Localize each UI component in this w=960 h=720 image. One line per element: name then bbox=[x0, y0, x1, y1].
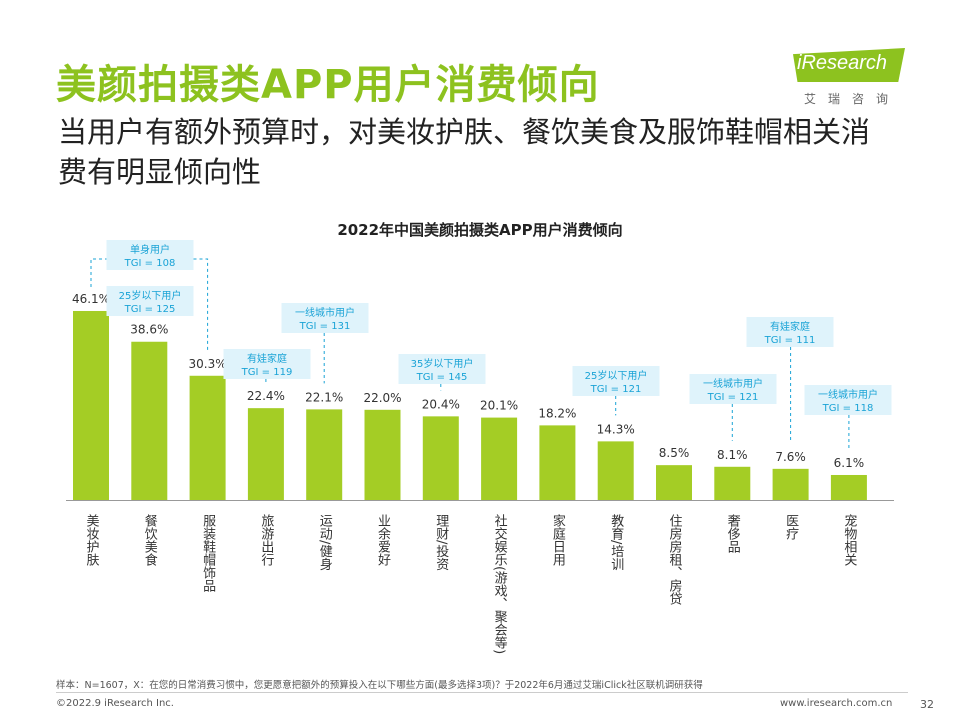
data-label: 20.4% bbox=[422, 397, 460, 411]
callout-segment: 有娃家庭 bbox=[247, 352, 287, 365]
callout-bracket bbox=[90, 258, 209, 352]
category-label: 美妆护肤 bbox=[84, 514, 100, 566]
category-label: 理财/投资 bbox=[433, 514, 449, 571]
bar bbox=[830, 474, 867, 500]
bar bbox=[481, 417, 518, 500]
data-label: 8.5% bbox=[659, 446, 690, 460]
bar bbox=[189, 375, 226, 500]
callout-segment: 有娃家庭 bbox=[770, 320, 810, 333]
callout-segment: 一线城市用户 bbox=[818, 388, 878, 401]
callout-tgi: TGI = 119 bbox=[241, 367, 293, 378]
callout-box bbox=[106, 240, 194, 270]
data-label: 46.1% bbox=[72, 292, 110, 306]
logo-text: iResearch bbox=[797, 52, 888, 74]
callout-segment: 单身用户 bbox=[130, 243, 170, 256]
callout-segment: 一线城市用户 bbox=[703, 377, 763, 390]
callout-tgi: TGI = 131 bbox=[299, 321, 351, 332]
category-label: 业余爱好 bbox=[375, 514, 391, 566]
bar bbox=[306, 409, 343, 500]
data-label: 20.1% bbox=[480, 399, 518, 413]
page-title: 美颜拍摄类APP用户消费倾向 bbox=[56, 62, 600, 108]
footer-divider bbox=[56, 692, 908, 693]
callout-tgi: TGI = 118 bbox=[822, 403, 874, 414]
category-label: 服装鞋帽饰品 bbox=[200, 514, 216, 592]
bar bbox=[772, 468, 809, 500]
category-label: 宠物相关 bbox=[841, 513, 857, 566]
category-label: 医疗 bbox=[783, 514, 799, 540]
data-label: 22.4% bbox=[247, 389, 285, 403]
bar bbox=[131, 341, 168, 500]
logo-mark bbox=[793, 48, 905, 82]
callout-box bbox=[281, 303, 369, 333]
callout-box bbox=[572, 366, 660, 396]
website-link[interactable]: www.iresearch.com.cn bbox=[780, 698, 893, 709]
copyright: ©2022.9 iResearch Inc. bbox=[56, 698, 174, 709]
callout-segment: 25岁以下用户 bbox=[585, 369, 648, 382]
data-label: 18.2% bbox=[538, 406, 576, 420]
callout-box bbox=[223, 349, 311, 379]
category-label: 家庭日用 bbox=[550, 513, 566, 567]
bar bbox=[364, 409, 401, 500]
category-label: 社交娱乐(游戏、聚会等) bbox=[492, 513, 508, 654]
callout-tgi: TGI = 108 bbox=[124, 258, 176, 269]
data-label: 22.0% bbox=[363, 391, 401, 405]
category-label: 旅游出行 bbox=[258, 514, 274, 567]
page-subtitle: 当用户有额外预算时，对美妆护肤、餐饮美食及服饰鞋帽相关消费有明显倾向性 bbox=[58, 115, 871, 189]
logo-subtitle: 艾瑞咨询 bbox=[803, 92, 900, 106]
bar bbox=[597, 441, 634, 500]
data-label: 8.1% bbox=[717, 448, 748, 462]
callout-tgi: TGI = 111 bbox=[764, 335, 816, 346]
data-label: 38.6% bbox=[130, 323, 168, 337]
sample-note: 样本：N=1607，X：在您的日常消费习惯中，您更愿意把额外的预算投入在以下哪些… bbox=[56, 680, 703, 691]
callout-tgi: TGI = 125 bbox=[124, 304, 176, 315]
callout-box bbox=[746, 317, 834, 347]
data-label: 30.3% bbox=[189, 357, 227, 371]
category-label: 奢侈品 bbox=[725, 514, 741, 553]
callout-tgi: TGI = 121 bbox=[707, 392, 759, 403]
callout-tgi: TGI = 121 bbox=[590, 384, 642, 395]
data-label: 7.6% bbox=[775, 450, 806, 464]
category-label: 餐饮美食 bbox=[142, 513, 158, 566]
callout-segment: 25岁以下用户 bbox=[119, 289, 182, 302]
category-label: 运动/健身 bbox=[317, 514, 333, 572]
bar bbox=[247, 408, 284, 500]
bar-chart: 46.1% 美妆护肤 38.6% 餐饮美食 30.3% 服装鞋帽饰品 22.4% 旅游出行 22… bbox=[66, 240, 894, 654]
data-label: 14.3% bbox=[597, 422, 635, 436]
data-label: 6.1% bbox=[834, 456, 865, 470]
callout-box bbox=[804, 385, 892, 415]
bar bbox=[539, 425, 576, 500]
bar bbox=[656, 465, 692, 500]
category-label: 教育/培训 bbox=[608, 513, 624, 570]
bar bbox=[422, 416, 459, 500]
iresearch-logo: iResearch 艾瑞咨询 bbox=[793, 48, 911, 110]
callout-box bbox=[106, 286, 194, 316]
data-label: 22.1% bbox=[305, 390, 343, 404]
callout-segment: 一线城市用户 bbox=[295, 306, 355, 319]
callout-box bbox=[689, 374, 777, 404]
page-number: 32 bbox=[920, 698, 934, 711]
bar bbox=[73, 310, 109, 500]
callout-tgi: TGI = 145 bbox=[416, 372, 468, 383]
callout-box bbox=[398, 354, 486, 384]
bar bbox=[714, 466, 751, 500]
category-label: 住房房租、房贷 bbox=[667, 514, 683, 605]
chart-title: 2022年中国美颜拍摄类APP用户消费倾向 bbox=[337, 221, 623, 239]
callout-segment: 35岁以下用户 bbox=[411, 357, 474, 370]
